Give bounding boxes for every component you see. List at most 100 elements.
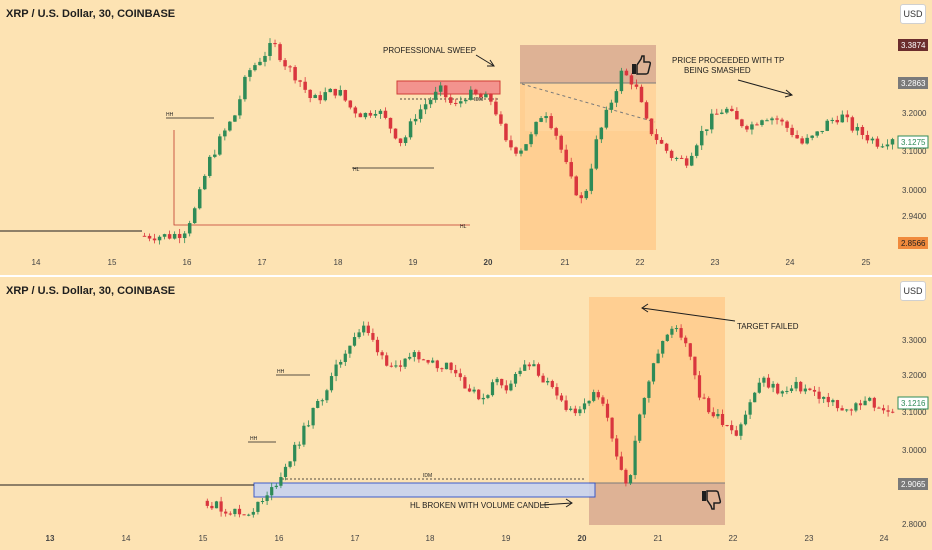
x-tick-label: 14 (122, 534, 131, 543)
candle-body (661, 340, 665, 354)
candle-body (509, 383, 513, 391)
price-badge-3.1216: 3.1216 (897, 396, 929, 410)
candle-body (865, 134, 870, 141)
candle-body (490, 382, 495, 396)
candle-body (831, 400, 835, 403)
candle-body (182, 233, 187, 239)
y-tick-3.0000: 3.0000 (902, 446, 927, 455)
candle-body (408, 356, 412, 359)
svg-text:3.3874: 3.3874 (901, 41, 926, 50)
currency-button[interactable]: USD (900, 4, 926, 24)
candle-body (532, 364, 536, 367)
candle-body (509, 140, 513, 148)
target-label: TARGET FAILED (737, 322, 799, 331)
chart-panel-bottom[interactable]: TARGET FAILED HL BROKEN WITH VOLUME CAND… (0, 275, 932, 550)
candle-body (435, 360, 439, 369)
candle-body (334, 364, 338, 377)
candle-body (664, 143, 669, 151)
price-chart-bottom[interactable]: TARGET FAILED HL BROKEN WITH VOLUME CAND… (0, 277, 932, 550)
candle-body (707, 398, 711, 413)
x-tick-label: 19 (502, 534, 511, 543)
candle-body (699, 130, 704, 146)
support-box (253, 482, 596, 498)
candle-body (544, 116, 548, 119)
candle-body (870, 138, 875, 141)
candle-body (670, 328, 674, 335)
candle-body (459, 101, 463, 104)
candle-body (469, 89, 473, 100)
x-tick-label: 20 (578, 534, 587, 543)
candle-body (830, 119, 835, 121)
candle-body (790, 127, 794, 136)
candle-body (849, 409, 853, 411)
candle-body (875, 138, 880, 147)
candle-body (826, 396, 830, 403)
price-chart-top[interactable]: PROFESSIONAL SWEEP PRICE PROCEEDED WITH … (0, 0, 932, 275)
y-tick-3.2000: 3.2000 (902, 371, 927, 380)
candle-body (748, 402, 752, 415)
candle-body (288, 66, 292, 68)
candle-body (578, 409, 582, 414)
candle-body (368, 112, 373, 116)
candle-body (172, 233, 177, 239)
candle-body (770, 118, 774, 121)
candle-body (840, 114, 845, 123)
candle-body (704, 129, 709, 131)
candle-body (495, 378, 499, 383)
candle-body (609, 102, 614, 110)
candle-body (651, 363, 656, 382)
candle-body (582, 403, 587, 410)
candle-body (243, 76, 247, 100)
candle-body (822, 396, 826, 399)
candle-body (614, 91, 619, 103)
candle-body (228, 513, 232, 515)
candle-body (785, 121, 789, 128)
trade-zone (589, 297, 725, 483)
candle-body (514, 147, 518, 154)
currency-button[interactable]: USD (900, 281, 926, 301)
x-axis-bottom: 13 14 15 16 17 18 19 20 21 22 23 24 (46, 534, 889, 543)
candle-body (306, 425, 311, 427)
candle-body (426, 359, 430, 363)
candle-body (228, 121, 232, 131)
candle-body (858, 403, 863, 406)
svg-text:2.9065: 2.9065 (901, 480, 926, 489)
candle-body (398, 138, 403, 144)
candle-body (730, 108, 734, 112)
candle-body (464, 99, 468, 102)
candle-body (205, 500, 209, 506)
candle-body (808, 388, 812, 390)
candle-body (472, 389, 476, 392)
candle-body (855, 126, 860, 131)
target-arrowhead (641, 303, 649, 313)
profit-subzone (525, 83, 656, 131)
candle-body (674, 328, 679, 330)
candle-body (238, 99, 242, 116)
candles-top (142, 38, 895, 245)
candle-body (383, 110, 388, 118)
candle-body (237, 508, 242, 515)
candle-body (550, 381, 554, 388)
candle-body (242, 514, 246, 516)
chart-panel-top[interactable]: PROFESSIONAL SWEEP PRICE PROCEEDED WITH … (0, 0, 932, 275)
candle-body (358, 113, 363, 118)
candle-body (152, 238, 157, 241)
candle-body (654, 134, 659, 140)
candle-body (725, 425, 729, 427)
candle-body (720, 112, 724, 114)
tp-label-line2: BEING SMASHED (684, 66, 751, 75)
x-tick-label: 24 (880, 534, 889, 543)
candle-body (755, 124, 759, 126)
candle-body (187, 223, 192, 234)
hl-label-2: HL (460, 224, 467, 230)
candle-body (891, 411, 895, 413)
candle-body (780, 391, 784, 394)
candle-body (634, 84, 639, 87)
candle-body (730, 425, 734, 431)
candle-body (233, 115, 237, 122)
candle-body (679, 157, 684, 159)
candle-body (684, 337, 688, 344)
candle-body (881, 408, 886, 411)
candle-body (649, 118, 654, 135)
candle-body (523, 364, 527, 371)
